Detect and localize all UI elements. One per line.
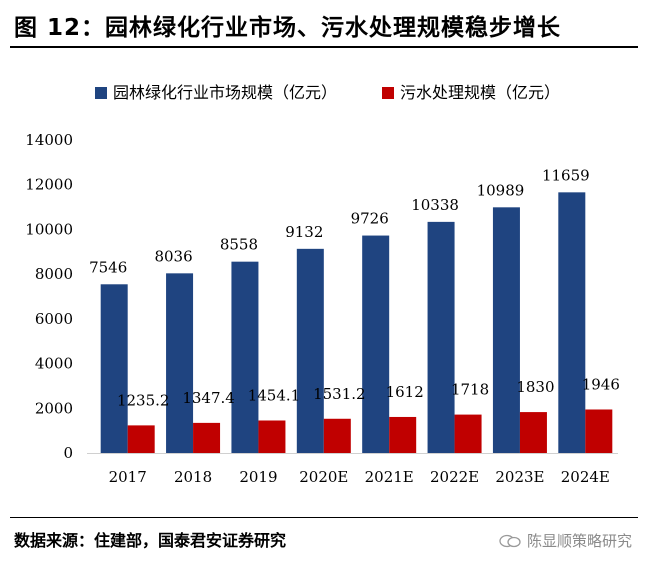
data-label: 1946 <box>582 375 620 393</box>
watermark-text: 陈显顺策略研究 <box>526 532 632 550</box>
data-label: 1235.2 <box>117 391 170 409</box>
data-label: 1718 <box>451 381 489 399</box>
wechat-icon <box>499 534 521 548</box>
bar-sewage-2023E <box>519 412 547 453</box>
data-label: 11659 <box>542 166 590 184</box>
bar-landscaping-2021E <box>362 235 390 453</box>
data-label: 1347.4 <box>182 389 235 407</box>
chart-title: 图 12：园林绿化行业市场、污水处理规模稳步增长 <box>14 15 562 41</box>
y-tick-label: 8000 <box>35 265 73 283</box>
bar-sewage-2024E <box>585 409 613 453</box>
footer-divider <box>10 517 638 518</box>
bar-landscaping-2020E <box>296 248 324 453</box>
data-label: 1612 <box>386 383 424 401</box>
y-tick-label: 2000 <box>35 399 73 417</box>
bar-landscaping-2024E <box>558 192 586 453</box>
y-tick-label: 14000 <box>25 131 73 149</box>
watermark: 陈显顺策略研究 <box>499 530 632 551</box>
data-label: 8036 <box>154 247 192 265</box>
bar-sewage-2018 <box>193 422 221 453</box>
bar-sewage-2019 <box>258 420 286 453</box>
legend-label-2: 污水处理规模（亿元） <box>400 83 560 102</box>
data-label: 1531.2 <box>313 385 366 403</box>
x-tick-label: 2017 <box>109 468 147 486</box>
y-tick-label: 4000 <box>35 355 73 373</box>
data-label: 10989 <box>477 181 525 199</box>
x-tick-label: 2021E <box>365 468 414 486</box>
legend-swatch-1 <box>95 87 107 99</box>
data-label: 1830 <box>516 378 554 396</box>
bar-landscaping-2019 <box>231 261 259 453</box>
data-label: 10338 <box>411 196 459 214</box>
y-tick-label: 6000 <box>35 310 73 328</box>
legend-label-1: 园林绿化行业市场规模（亿元） <box>113 83 337 102</box>
bar-chart: 园林绿化行业市场规模（亿元） 污水处理规模（亿元） 0 2000 4000 6000 80… <box>25 83 620 486</box>
bar-landscaping-2018 <box>166 273 194 453</box>
x-tick-label: 2019 <box>239 468 277 486</box>
source-note: 数据来源：住建部，国泰君安证券研究 <box>14 531 287 550</box>
bar-sewage-2017 <box>127 425 155 453</box>
y-tick-label: 10000 <box>25 220 73 238</box>
bar-sewage-2020E <box>323 418 351 453</box>
x-tick-label: 2020E <box>299 468 348 486</box>
legend: 园林绿化行业市场规模（亿元） 污水处理规模（亿元） <box>95 83 560 102</box>
bar-sewage-2021E <box>389 416 417 453</box>
title-divider <box>10 46 638 48</box>
data-labels: 7546 8036 8558 9132 9726 10338 10989 11659 1235.… <box>89 166 620 409</box>
x-axis: 2017 2018 2019 2020E 2021E 2022E 2023E 2024E <box>87 453 618 486</box>
data-label: 9726 <box>351 210 389 228</box>
bar-landscaping-2022E <box>427 221 455 453</box>
y-tick-label: 0 <box>63 444 73 462</box>
data-label: 1454.1 <box>248 386 301 404</box>
bars <box>100 192 613 453</box>
x-tick-label: 2022E <box>430 468 479 486</box>
bar-landscaping-2023E <box>492 207 520 453</box>
data-label: 9132 <box>285 223 323 241</box>
bar-landscaping-2017 <box>100 284 128 453</box>
data-label: 8558 <box>220 236 258 254</box>
y-axis: 0 2000 4000 6000 8000 10000 12000 14000 <box>25 131 73 462</box>
data-label: 7546 <box>89 258 127 276</box>
bar-sewage-2022E <box>454 414 482 453</box>
x-tick-label: 2018 <box>174 468 212 486</box>
legend-swatch-2 <box>382 87 394 99</box>
y-tick-label: 12000 <box>25 176 73 194</box>
x-tick-label: 2023E <box>495 468 544 486</box>
x-tick-label: 2024E <box>561 468 610 486</box>
